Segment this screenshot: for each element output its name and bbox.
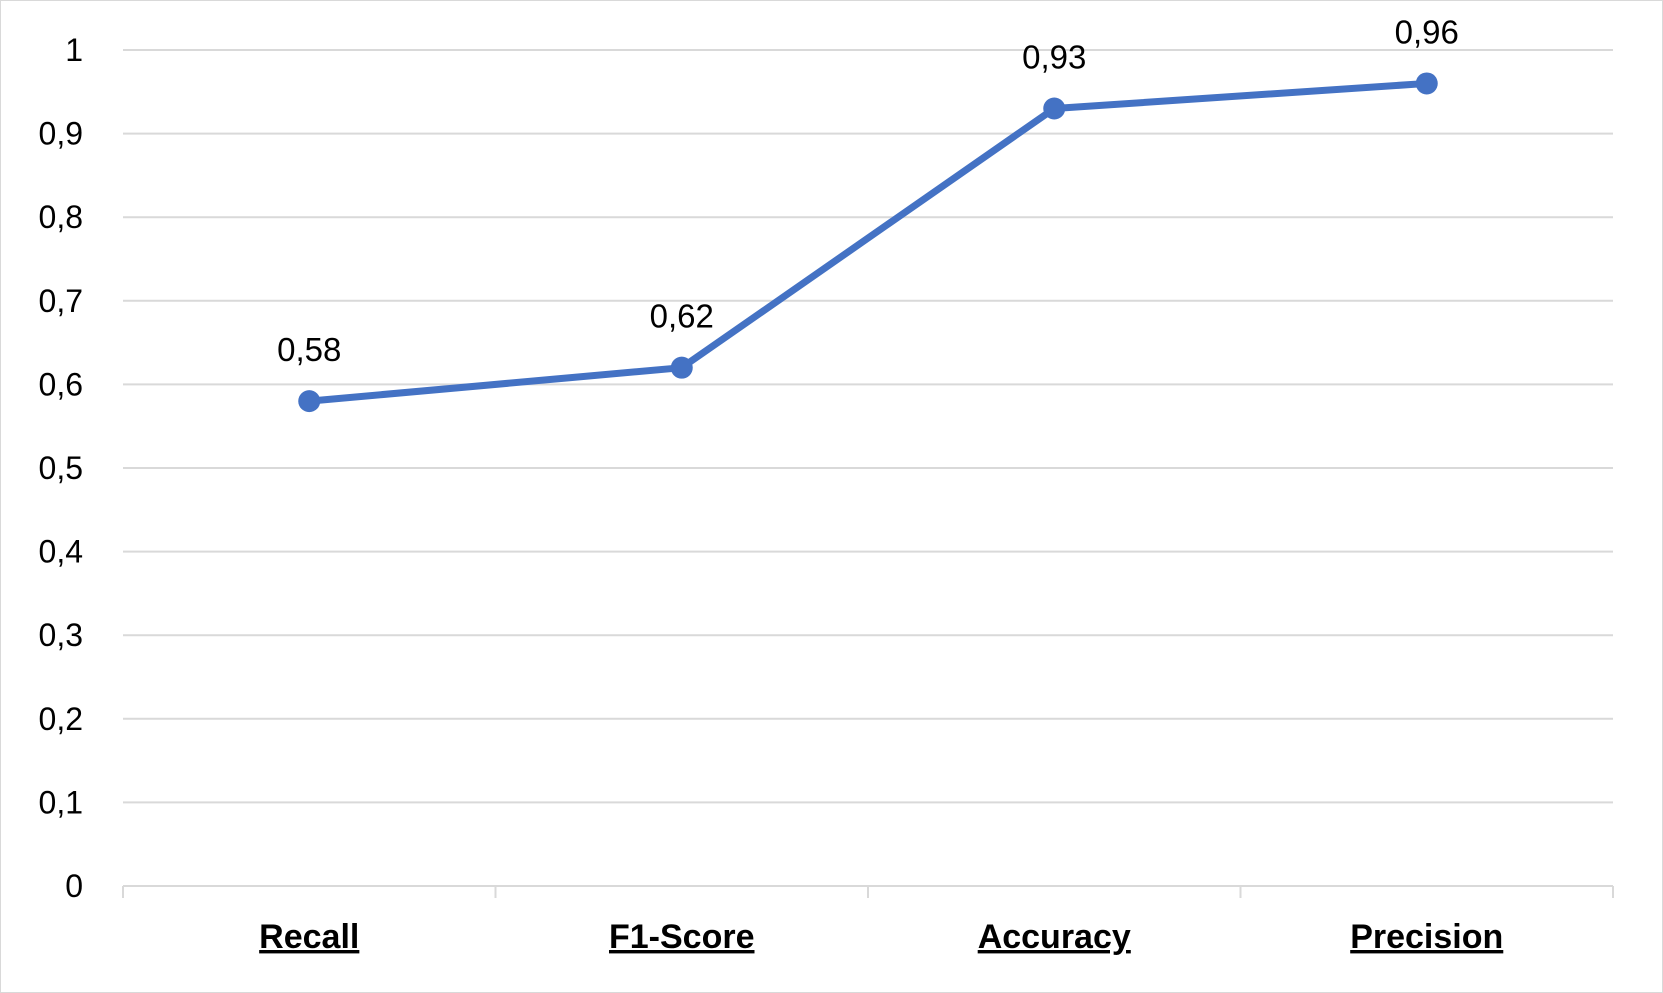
data-point [1043,97,1066,120]
y-tick-label: 0,8 [39,199,83,235]
x-category-label: Recall [259,918,359,956]
data-point [298,390,321,413]
y-tick-label: 0,3 [39,617,83,653]
data-label: 0,93 [1022,39,1086,76]
data-label: 0,62 [650,298,714,335]
x-category-label: F1-Score [609,918,755,956]
x-axis-category-labels: Recall F1-Score Accuracy Precision [259,918,1503,956]
y-tick-label: 0,4 [39,534,83,570]
x-category-label: Precision [1350,918,1503,956]
gridlines [123,49,1613,804]
data-point [1415,72,1438,95]
y-tick-label: 1 [65,32,83,68]
y-tick-label: 0,9 [39,116,83,152]
data-label: 0,96 [1395,13,1459,50]
y-tick-label: 0,6 [39,366,83,402]
y-axis-tick-labels: 0 0,1 0,2 0,3 0,4 0,5 0,6 0,7 0,8 0,9 1 [39,32,83,904]
series-line [305,79,1431,405]
series-markers [298,72,1438,413]
x-axis [122,885,1614,898]
y-tick-label: 0,7 [39,283,83,319]
y-tick-label: 0 [65,868,83,904]
data-label: 0,58 [277,331,341,368]
x-category-label: Accuracy [978,918,1131,956]
series-polyline [305,79,1431,405]
y-tick-label: 0,1 [39,784,83,820]
y-tick-label: 0,2 [39,701,83,737]
data-labels: 0,58 0,62 0,93 0,96 [277,13,1459,368]
y-tick-label: 0,5 [39,450,83,486]
data-point [670,356,693,379]
